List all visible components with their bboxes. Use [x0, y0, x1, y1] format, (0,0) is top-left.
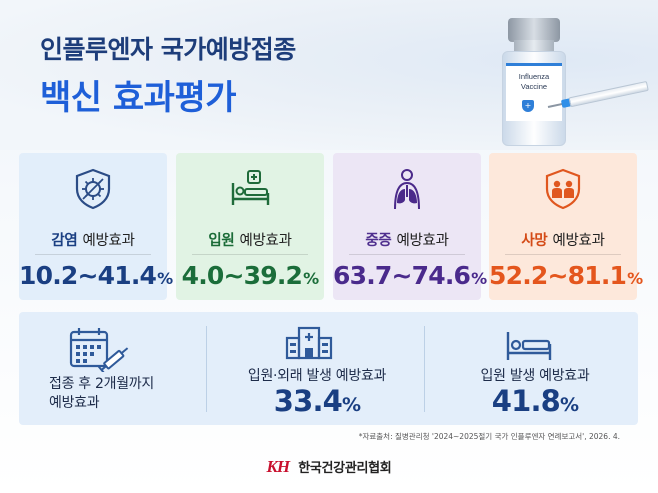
outpatient-label: 입원·외래 발생 예방효과 [247, 368, 387, 384]
hospital-building-icon [285, 326, 333, 360]
vaccine-vial-icon: Influenza Vaccine + [500, 18, 570, 146]
card-label: 감염 예방효과 [51, 233, 135, 249]
family-shield-icon [545, 168, 581, 210]
page-title-line1: 인플루엔자 국가예방접종 [40, 35, 296, 64]
inpatient-value: 41.8% [491, 384, 579, 418]
bed-icon [506, 332, 552, 360]
hospital-bed-icon [231, 170, 270, 205]
card-divider [505, 254, 621, 255]
card-divider [349, 254, 465, 255]
card-value: 63.7~74.6% [333, 261, 487, 290]
divider [206, 326, 207, 412]
card-label: 중증 예방효과 [365, 233, 449, 249]
card-death: 사망 예방효과 52.2~81.1% [489, 153, 643, 300]
inpatient-label: 입원 발생 예방효과 [480, 368, 590, 384]
page-title-line2: 백신 효과평가 [40, 78, 237, 118]
organization-name: 한국건강관리협회 [298, 461, 392, 476]
card-infection: 감염 예방효과 10.2~41.4% [19, 153, 173, 300]
duration-label: 접종 후 2개월까지 예방효과 [49, 376, 154, 411]
card-divider [35, 254, 151, 255]
kh-logo: KH [266, 456, 291, 476]
card-label: 사망 예방효과 [521, 233, 605, 249]
bottom-panel: 접종 후 2개월까지 예방효과 입원·외래 발생 예방효과 33.4% 입원 발… [19, 312, 638, 425]
card-value: 52.2~81.1% [489, 261, 643, 290]
footer: KH 한국건강관리협회 [0, 456, 658, 477]
card-value: 10.2~41.4% [19, 261, 173, 290]
lungs-icon [394, 169, 420, 210]
card-severe: 중증 예방효과 63.7~74.6% [333, 153, 487, 300]
card-label: 입원 예방효과 [208, 233, 292, 249]
card-divider [192, 254, 308, 255]
card-value: 4.0~39.2% [181, 261, 320, 290]
vial-label: Influenza Vaccine [506, 63, 562, 121]
divider [424, 326, 425, 412]
source-note: *자료출처: 질병관리청 '2024~2025절기 국가 인플루엔자 연례보고서… [358, 432, 620, 441]
virus-shield-icon [75, 168, 111, 210]
outpatient-value: 33.4% [273, 384, 361, 418]
calendar-syringe-icon [69, 328, 129, 372]
card-hospitalization: 입원 예방효과 4.0~39.2% [176, 153, 324, 300]
